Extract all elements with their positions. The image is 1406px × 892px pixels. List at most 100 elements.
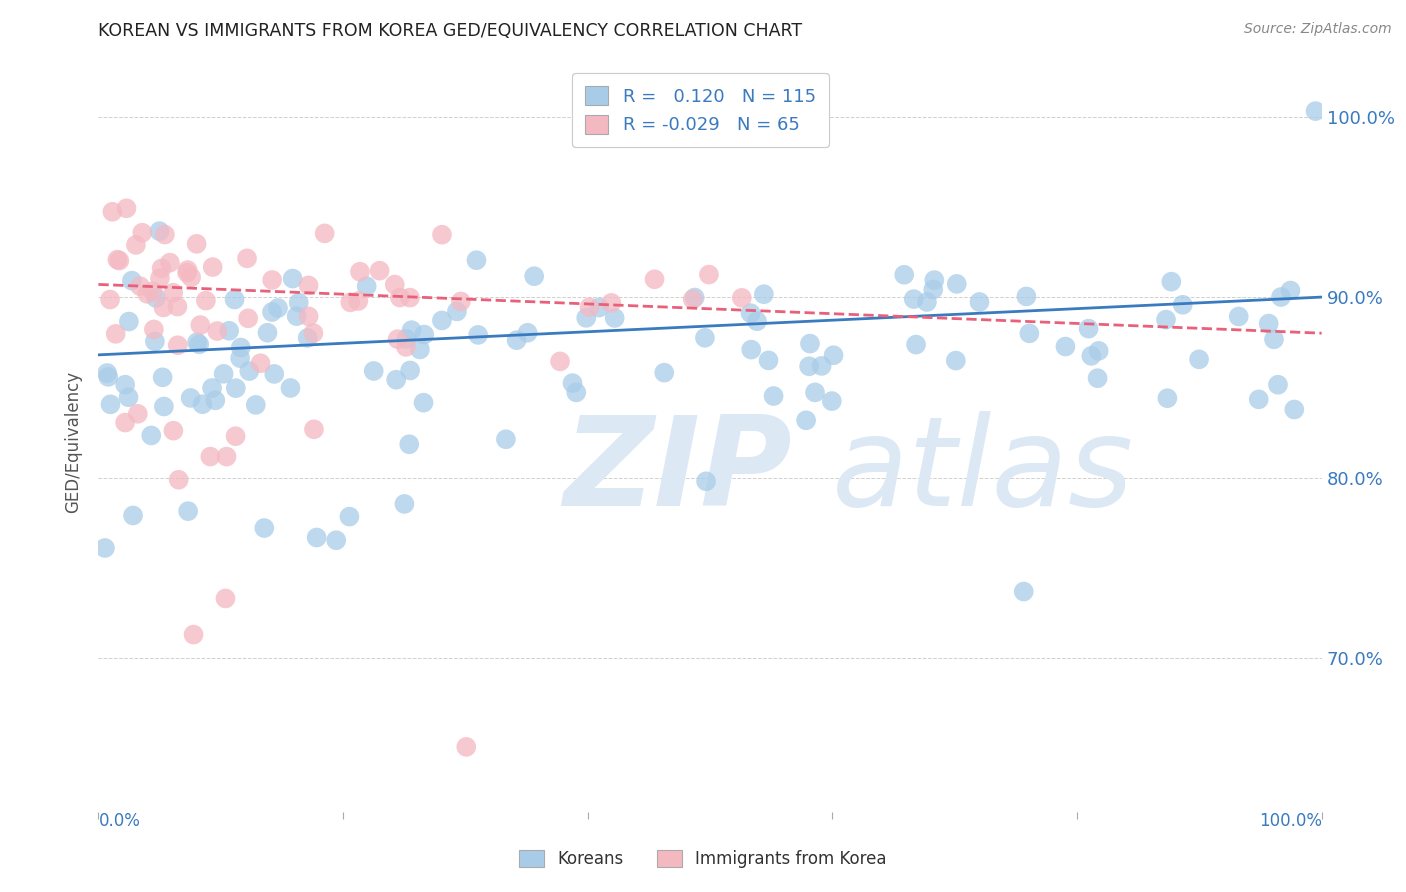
Point	[229, 341, 252, 355]
Point	[297, 278, 319, 293]
Point	[214, 591, 236, 606]
Point	[945, 277, 967, 291]
Point	[578, 300, 600, 314]
Point	[141, 428, 163, 442]
Point	[142, 285, 165, 299]
Point	[256, 326, 278, 340]
Point	[142, 322, 165, 336]
Text: 0.0%: 0.0%	[98, 812, 141, 830]
Point	[188, 318, 211, 332]
Point	[101, 204, 124, 219]
Point	[166, 338, 188, 352]
Point	[368, 263, 391, 277]
Point	[810, 359, 832, 373]
Point	[339, 295, 361, 310]
Point	[823, 348, 845, 362]
Point	[456, 739, 478, 754]
Point	[148, 224, 170, 238]
Point	[236, 252, 259, 266]
Point	[401, 323, 423, 337]
Point	[94, 541, 117, 555]
Point	[1247, 392, 1270, 407]
Point	[395, 332, 418, 346]
Legend: Koreans, Immigrants from Korea: Koreans, Immigrants from Korea	[512, 843, 894, 875]
Point	[117, 390, 139, 404]
Point	[1080, 349, 1102, 363]
Point	[260, 305, 283, 319]
Point	[1171, 298, 1194, 312]
Point	[1018, 326, 1040, 341]
Point	[505, 333, 527, 347]
Point	[267, 301, 290, 315]
Point	[162, 285, 184, 300]
Point	[731, 291, 754, 305]
Point	[399, 291, 422, 305]
Point	[262, 273, 284, 287]
Point	[150, 261, 173, 276]
Point	[186, 335, 208, 350]
Point	[97, 369, 120, 384]
Text: 100.0%: 100.0%	[1258, 812, 1322, 830]
Point	[804, 385, 827, 400]
Point	[1160, 275, 1182, 289]
Point	[162, 424, 184, 438]
Point	[797, 359, 820, 374]
Point	[212, 367, 235, 381]
Point	[114, 416, 136, 430]
Point	[263, 367, 285, 381]
Point	[363, 364, 385, 378]
Point	[588, 301, 610, 315]
Point	[201, 260, 224, 274]
Point	[225, 429, 247, 443]
Point	[413, 327, 436, 342]
Point	[253, 521, 276, 535]
Point	[129, 279, 152, 293]
Point	[1270, 290, 1292, 304]
Point	[893, 268, 915, 282]
Point	[298, 310, 321, 324]
Point	[145, 291, 167, 305]
Point	[644, 272, 666, 286]
Point	[349, 265, 371, 279]
Point	[495, 432, 517, 446]
Point	[1012, 584, 1035, 599]
Point	[188, 337, 211, 351]
Point	[523, 269, 546, 284]
Point	[245, 398, 267, 412]
Point	[693, 331, 716, 345]
Point	[740, 343, 762, 357]
Point	[905, 337, 928, 351]
Point	[285, 309, 308, 323]
Point	[387, 332, 409, 346]
Point	[100, 397, 122, 411]
Point	[603, 310, 626, 325]
Point	[430, 227, 453, 242]
Point	[238, 364, 260, 378]
Point	[229, 351, 252, 365]
Point	[945, 353, 967, 368]
Point	[548, 354, 571, 368]
Point	[467, 327, 489, 342]
Point	[236, 311, 259, 326]
Point	[98, 293, 121, 307]
Point	[96, 366, 118, 380]
Point	[159, 255, 181, 269]
Point	[302, 326, 325, 340]
Point	[280, 381, 302, 395]
Point	[745, 314, 768, 328]
Point	[218, 324, 240, 338]
Point	[127, 407, 149, 421]
Point	[225, 381, 247, 395]
Point	[575, 310, 598, 325]
Point	[752, 287, 775, 301]
Point	[385, 373, 408, 387]
Point	[652, 366, 675, 380]
Point	[180, 391, 202, 405]
Point	[191, 397, 214, 411]
Point	[1154, 312, 1177, 326]
Point	[281, 271, 304, 285]
Point	[600, 296, 623, 310]
Point	[305, 531, 328, 545]
Point	[200, 450, 222, 464]
Text: Source: ZipAtlas.com: Source: ZipAtlas.com	[1244, 22, 1392, 37]
